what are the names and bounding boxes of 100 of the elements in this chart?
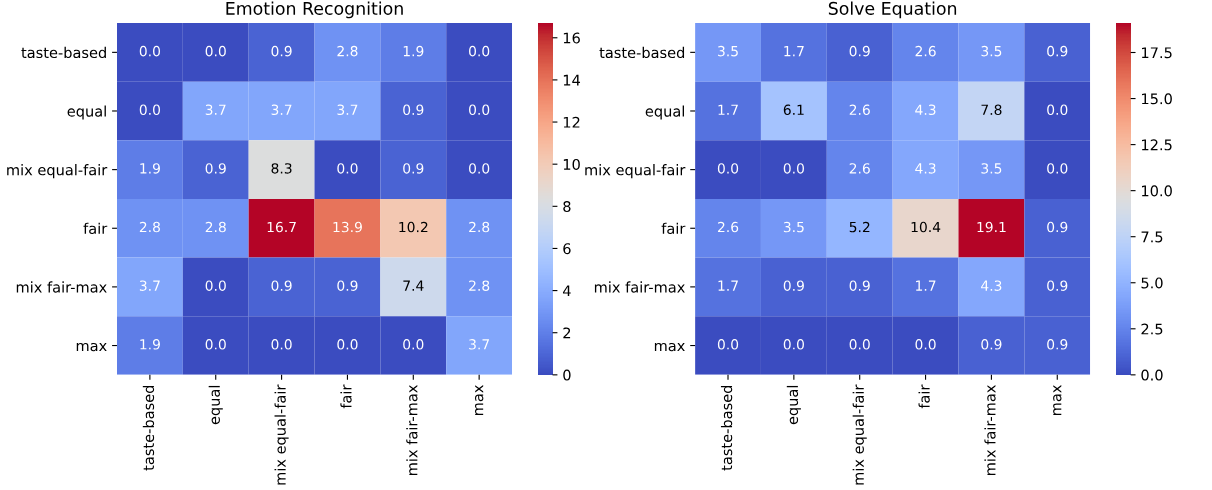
data-label: 0.0	[717, 339, 739, 350]
y-tick-label: mix fair-max	[594, 281, 685, 293]
y-tick-label: mix equal-fair	[585, 164, 686, 179]
data-label: 0.0	[271, 339, 292, 350]
color-bar-label: 12	[563, 116, 580, 128]
data-label: 10.2	[399, 221, 428, 233]
data-label: 0.0	[337, 339, 358, 350]
data-label: 0.9	[1047, 339, 1068, 350]
data-label: 3.7	[139, 280, 160, 291]
data-label: 0.9	[981, 339, 1002, 350]
x-tick-label: equal	[208, 385, 223, 425]
data-label: 2.8	[469, 280, 490, 291]
data-label: 4.3	[915, 163, 936, 174]
data-label: 2.6	[849, 104, 870, 116]
data-label: 6.1	[783, 104, 804, 116]
data-label: 0.9	[271, 45, 292, 57]
data-label: 19.1	[977, 221, 1006, 233]
data-label: 10.4	[911, 221, 941, 233]
y-tick-label: taste-based	[21, 46, 106, 59]
data-label: 0.0	[205, 339, 226, 350]
data-label: 0.0	[783, 339, 804, 350]
color-bar-label: 0.0	[1141, 369, 1163, 381]
color-bar-label: 12.5	[1142, 139, 1172, 151]
data-label: 0.9	[849, 280, 870, 291]
color-bar-label: 10	[563, 158, 580, 170]
data-label: 3.7	[271, 104, 292, 116]
data-label: 0.0	[915, 339, 936, 350]
data-label: 0.0	[205, 280, 226, 291]
data-label: 0.0	[205, 45, 226, 57]
data-label: 3.5	[981, 163, 1002, 174]
y-tick-label: max	[76, 342, 107, 352]
chart-title: Solve Equation	[828, 1, 957, 19]
x-tick-label: fair	[340, 384, 352, 409]
data-label: 7.8	[981, 104, 1002, 116]
data-label: 2.6	[915, 45, 936, 57]
data-label: 4.3	[915, 104, 936, 116]
data-label: 2.8	[469, 221, 490, 233]
data-label: 2.8	[205, 221, 226, 233]
data-label: 1.7	[718, 104, 738, 115]
y-tick-label: equal	[645, 105, 684, 120]
data-label: 3.5	[718, 45, 738, 57]
data-label: 0.0	[1047, 163, 1068, 174]
color-bar-label: 10.0	[1142, 185, 1172, 197]
data-label: 1.7	[916, 280, 936, 291]
y-tick-label: equal	[67, 105, 106, 120]
data-label: 3.7	[337, 104, 358, 116]
y-tick-label: mix equal-fair	[7, 164, 108, 179]
data-label: 0.0	[403, 339, 424, 350]
data-label: 0.9	[849, 45, 870, 57]
data-label: 4.3	[981, 280, 1002, 291]
data-label: 5.2	[849, 221, 870, 233]
data-label: 0.0	[783, 163, 804, 174]
data-label: 0.0	[469, 104, 490, 116]
x-tick-label: mix equal-fair	[274, 384, 289, 485]
y-tick-label: fair	[83, 222, 108, 235]
chart-title: Emotion Recognition	[226, 1, 403, 19]
data-label: 2.8	[139, 221, 160, 233]
data-label: 0.9	[403, 104, 424, 116]
x-tick-label: fair	[918, 384, 930, 409]
color-bar-label: 2.5	[1141, 323, 1163, 335]
data-label: 0.0	[469, 45, 490, 57]
color-bar-label: 14	[563, 74, 581, 86]
y-tick-label: mix fair-max	[16, 281, 107, 293]
data-label: 0.0	[139, 45, 161, 57]
color-bar-label: 2	[563, 327, 571, 339]
data-label: 0.9	[205, 163, 226, 174]
color-bar-label: 7.5	[1141, 231, 1163, 243]
data-label: 3.5	[981, 45, 1002, 57]
color-bar-label: 8	[563, 201, 571, 213]
data-label: 3.7	[469, 339, 489, 350]
color-bar-label: 6	[563, 243, 571, 255]
data-label: 0.9	[1047, 280, 1068, 291]
data-label: 13.9	[333, 221, 362, 233]
data-label: 0.9	[337, 280, 358, 291]
data-label: 0.0	[1047, 104, 1068, 116]
color-bar-label: 4	[562, 285, 571, 297]
color-bar-label: 5.0	[1141, 277, 1163, 289]
color-bar-label: 16	[563, 32, 580, 44]
data-label: 0.0	[469, 163, 490, 174]
data-label: 1.7	[784, 46, 804, 57]
data-label: 1.9	[140, 163, 160, 174]
data-label: 2.6	[849, 163, 870, 174]
data-label: 3.7	[205, 104, 226, 116]
data-label: 3.5	[783, 221, 804, 233]
data-label: 0.9	[403, 163, 424, 174]
data-label: 1.9	[403, 45, 424, 57]
data-label: 1.7	[718, 280, 738, 291]
data-label: 8.3	[271, 163, 292, 174]
data-label: 0.9	[783, 280, 804, 291]
color-bar-label: 17.5	[1142, 47, 1172, 59]
x-tick-label: mix equal-fair	[852, 384, 867, 485]
data-label: 2.8	[337, 45, 358, 57]
color-bar-label: 0	[563, 369, 571, 381]
data-label: 1.9	[140, 339, 160, 350]
x-tick-label: mix fair-max	[984, 385, 996, 475]
x-tick-label: max	[475, 385, 484, 416]
y-tick-label: taste-based	[599, 46, 685, 59]
data-label: 0.9	[1047, 221, 1068, 233]
data-label: 16.7	[267, 221, 296, 233]
data-label: 0.0	[849, 339, 870, 350]
